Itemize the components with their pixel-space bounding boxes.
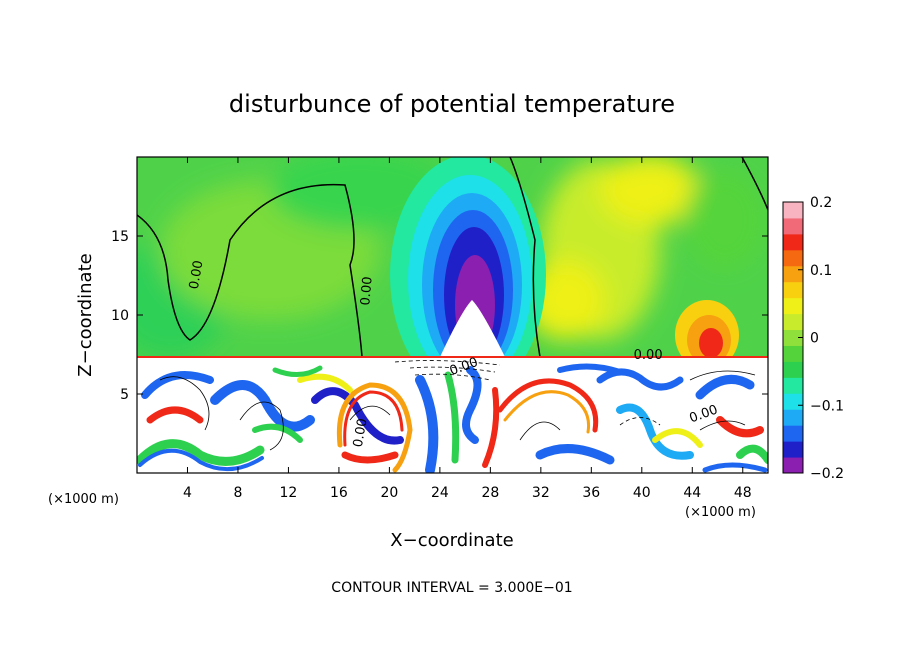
x-ticks: 4 8 12 16 20 24 28 32 36 40 44 48 [183,157,752,501]
zero-contours-upper [137,157,768,358]
warm-anomaly [675,300,739,370]
colorbar-segment [783,281,803,299]
y-ticks: 5 10 15 [111,229,768,403]
colorbar-segment [783,393,803,410]
x-tick-label: 36 [582,485,600,501]
colorbar-segment [783,329,803,346]
cold-anomaly [390,157,546,395]
y-tick-label: 15 [111,229,129,245]
colorbar-segment [783,425,803,442]
chart-title: disturbunce of potential temperature [229,90,675,118]
x-tick-label: 32 [532,485,550,501]
colorbar-segment [783,377,803,394]
x-tick-label: 8 [233,485,242,501]
colorbar-segment [783,313,803,331]
colorbar-segment [783,265,803,283]
x-tick-label: 20 [380,485,398,501]
colorbar-tick-label: 0 [810,331,819,347]
colorbar-segment [783,457,803,474]
y-tick-label: 10 [111,308,129,324]
colorbar-segment [783,202,803,219]
colorbar-tick-label: −0.1 [810,398,844,414]
upper-field-shading [137,157,765,360]
x-tick-label: 44 [683,485,701,501]
plot-area: 0.000.000.000.000.000.00 [137,157,768,473]
x-tick-label: 16 [330,485,348,501]
colorbar-segment [783,233,803,251]
colorbar-segment [783,441,803,458]
colorbar-segment [783,297,803,315]
y-axis-label: Z−coordinate [75,253,96,376]
colorbar-tick-label: 0.1 [810,263,832,279]
x-unit-right: (×1000 m) [685,505,756,520]
x-axis-label: X−coordinate [390,530,513,551]
mixing-layer-eddies [137,363,768,473]
x-tick-label: 40 [633,485,651,501]
x-tick-label: 24 [431,485,449,501]
colorbar-segment [783,249,803,267]
colorbar-segment [783,409,803,426]
contour-interval: CONTOUR INTERVAL = 3.000E−01 [331,580,572,596]
x-tick-label: 48 [734,485,752,501]
mixing-layer-contours [159,360,756,451]
colorbar-segment [783,345,803,362]
y-tick-label: 5 [120,387,129,403]
contour-label: 0.00 [187,259,207,290]
contour-label: 0.00 [634,348,663,363]
contour-label: 0.00 [351,417,371,448]
contour-label: 0.00 [358,276,375,306]
x-tick-label: 4 [183,485,192,501]
x-unit-left: (×1000 m) [48,492,119,507]
x-tick-label: 12 [280,485,298,501]
x-tick-label: 28 [481,485,499,501]
colorbar-segment [783,217,803,235]
colorbar-ticks: 0.2 0.1 0 −0.1 −0.2 [798,195,844,482]
colorbar-tick-label: −0.2 [810,466,844,482]
colorbar-segment [783,361,803,378]
colorbar-tick-label: 0.2 [810,195,832,211]
